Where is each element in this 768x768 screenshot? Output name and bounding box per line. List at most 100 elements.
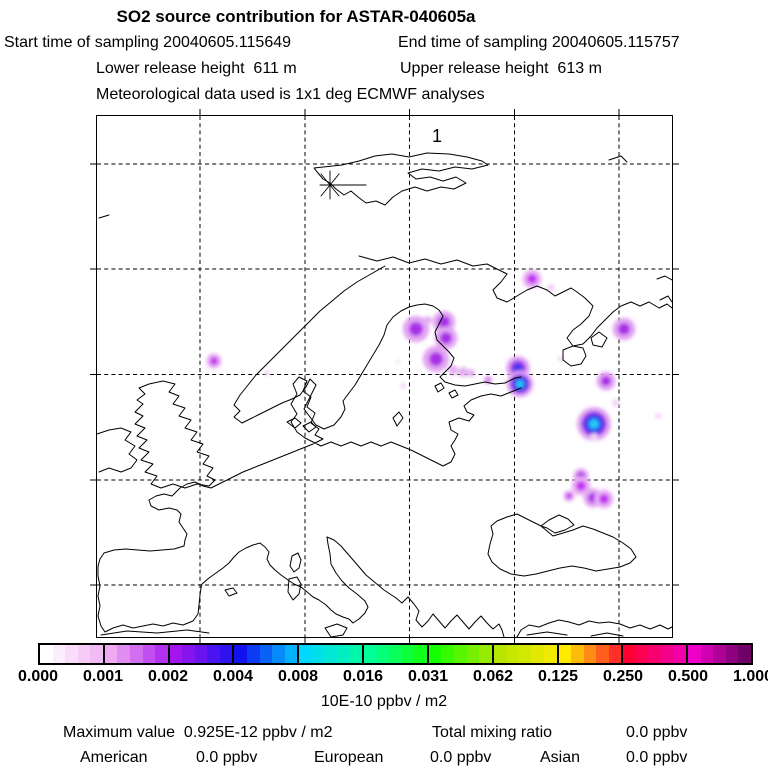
colorbar-cell — [441, 645, 454, 663]
hotspot-magenta — [210, 357, 218, 365]
colorbar-cell — [219, 645, 233, 663]
coastline-ireland — [96, 427, 138, 473]
hotspot-cyan — [589, 419, 599, 429]
latlon-grid — [90, 109, 679, 644]
hotspot-faint — [612, 399, 620, 407]
colorbar-cell — [52, 645, 66, 663]
colorbar-cell — [207, 645, 220, 663]
colorbar-cell — [725, 645, 739, 663]
colorbar-segment — [232, 645, 298, 663]
colorbar-segment — [426, 645, 492, 663]
region-american-label: American — [80, 749, 148, 766]
colorbar — [38, 643, 753, 665]
max-value-label: Maximum value 0.925E-12 ppbv / m2 — [63, 724, 333, 741]
hotspot-faint — [590, 433, 598, 441]
hotspot-pale — [458, 367, 468, 377]
colorbar-tick-label: 0.250 — [602, 668, 644, 685]
colorbar-tick-label: 0.500 — [667, 668, 709, 685]
colorbar-tick-label: 0.016 — [342, 668, 384, 685]
colorbar-cell — [493, 645, 507, 663]
colorbar-cell — [349, 645, 363, 663]
concentration-blobs — [206, 269, 661, 509]
hotspot-purple — [618, 323, 630, 335]
colorbar-segment — [686, 645, 751, 663]
colorbar-tick-label: 0.062 — [472, 668, 514, 685]
colorbar-cell — [272, 645, 285, 663]
hotspot-purple — [409, 322, 423, 336]
colorbar-cell — [506, 645, 519, 663]
upper-release-label: Upper release height 613 m — [400, 60, 602, 77]
hotspot-magenta — [576, 481, 586, 491]
hotspot-pale — [424, 316, 432, 324]
colorbar-tick-label: 0.031 — [407, 668, 449, 685]
hotspot-faint — [396, 360, 400, 364]
map-panel: 1 — [90, 109, 679, 644]
colorbar-cell — [558, 645, 572, 663]
colorbar-cell — [376, 645, 390, 663]
colorbar-cell — [364, 645, 377, 663]
colorbar-cell — [389, 645, 402, 663]
hotspot-purple — [429, 352, 443, 366]
colorbar-tick-label: 0.001 — [82, 668, 124, 685]
colorbar-segment — [297, 645, 363, 663]
lower-release-label: Lower release height 611 m — [96, 60, 297, 77]
coastlines — [96, 152, 673, 638]
colorbar-cell — [661, 645, 674, 663]
colorbar-cell — [65, 645, 78, 663]
colorbar-cell — [608, 645, 622, 663]
region-european-value: 0.0 ppbv — [430, 749, 492, 766]
cluster-number-label: 1 — [432, 126, 442, 146]
colorbar-tick-labels: 0.000 0.001 0.002 0.004 0.008 0.016 0.031 0.062… — [0, 668, 768, 688]
colorbar-tick-label: 0.004 — [212, 668, 254, 685]
colorbar-tick-label: 1.000 — [732, 668, 768, 685]
hotspot-faint — [547, 284, 555, 292]
colorbar-cell — [596, 645, 609, 663]
colorbar-segment — [167, 645, 233, 663]
colorbar-cell — [142, 645, 156, 663]
plot-title: SO2 source contribution for ASTAR-040605… — [116, 7, 476, 26]
hotspot-magenta — [566, 493, 572, 499]
coastline-scandinavia — [233, 265, 522, 430]
colorbar-tick-label: 0.002 — [147, 668, 189, 685]
colorbar-cell — [713, 645, 726, 663]
colorbar-segment — [491, 645, 557, 663]
colorbar-cell — [583, 645, 597, 663]
colorbar-cell — [479, 645, 492, 663]
hotspot-faint — [655, 413, 661, 419]
release-site-marker: 1 — [319, 126, 442, 200]
colorbar-segment — [621, 645, 687, 663]
colorbar-cell — [155, 645, 168, 663]
colorbar-cell — [104, 645, 118, 663]
colorbar-cell — [648, 645, 661, 663]
colorbar-cell — [571, 645, 584, 663]
colorbar-unit-label: 10E-10 ppbv / m2 — [320, 693, 448, 710]
region-asian-label: Asian — [540, 749, 581, 766]
colorbar-cell — [466, 645, 480, 663]
hotspot-magenta — [599, 494, 609, 504]
colorbar-cell — [117, 645, 130, 663]
colorbar-cell — [543, 645, 557, 663]
colorbar-cell — [234, 645, 247, 663]
total-mixing-label: Total mixing ratio — [432, 724, 553, 741]
colorbar-cell — [194, 645, 208, 663]
colorbar-cell — [129, 645, 143, 663]
hotspot-magenta — [527, 274, 537, 284]
coastline-great-britain — [134, 380, 216, 489]
hotspot-pale — [467, 369, 475, 377]
colorbar-cell — [623, 645, 636, 663]
colorbar-cell — [284, 645, 298, 663]
coastline-finnmark — [313, 152, 489, 206]
colorbar-cell — [311, 645, 325, 663]
coastline-black-sea — [487, 513, 637, 577]
colorbar-cell — [428, 645, 442, 663]
lakes-ladoga-onega — [562, 331, 608, 367]
region-asian-value: 0.0 ppbv — [626, 749, 688, 766]
colorbar-tick-label: 0.125 — [537, 668, 579, 685]
islands-mediterranean — [224, 552, 348, 638]
colorbar-cell — [299, 645, 312, 663]
colorbar-cell — [454, 645, 467, 663]
colorbar-cell — [635, 645, 649, 663]
hotspot-blue — [513, 363, 523, 373]
hotspot-purple — [440, 332, 452, 344]
region-european-label: European — [314, 749, 384, 766]
